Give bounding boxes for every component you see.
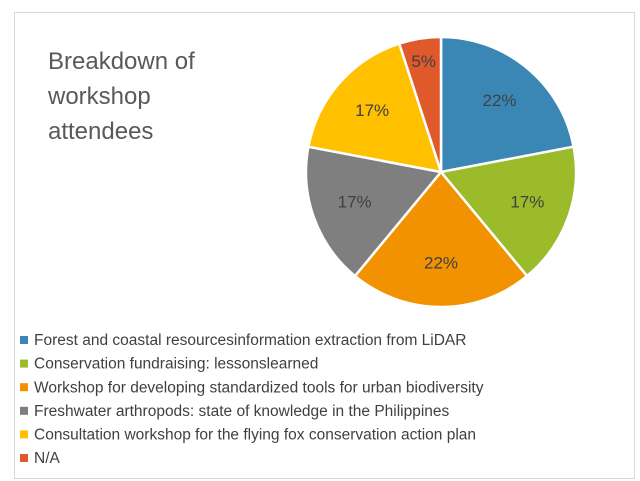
legend-label: Workshop for developing standardized too…	[34, 379, 484, 396]
legend-swatch	[20, 454, 28, 462]
pie-slice	[439, 35, 576, 174]
pie-slice	[438, 145, 578, 278]
data-label: 22%	[424, 253, 458, 272]
legend-swatch	[20, 336, 28, 344]
legend-swatch	[20, 430, 28, 439]
pie-slice	[306, 42, 443, 174]
legend-label: Freshwater arthropods: state of knowledg…	[34, 403, 450, 420]
legend-swatch	[20, 359, 28, 368]
pie-slice	[397, 35, 443, 173]
pie-slice	[304, 145, 444, 278]
data-label: 17%	[338, 193, 372, 212]
chart-title: Breakdown of workshop attendees	[48, 48, 195, 145]
data-label: 22%	[482, 91, 516, 110]
pie-slice	[353, 170, 529, 309]
legend-label: Consultation workshop for the flying fox…	[34, 426, 476, 443]
legend-swatch	[20, 383, 28, 392]
legend-label: Conservation fundraising: lessonslearned	[34, 356, 318, 373]
legend-label: N/A	[34, 450, 61, 467]
data-label: 17%	[510, 193, 544, 212]
data-label: 17%	[355, 101, 389, 120]
legend-label: Forest and coastal resourcesinformation …	[34, 332, 466, 349]
chart-border	[14, 12, 635, 479]
legend-swatch	[20, 406, 28, 415]
data-label: 5%	[411, 52, 436, 71]
